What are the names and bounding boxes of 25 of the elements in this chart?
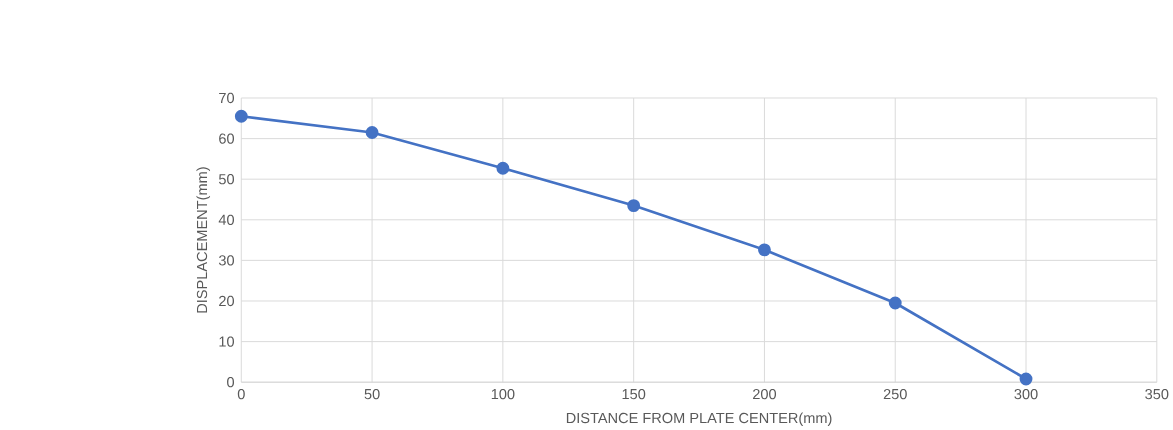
y-tick-label: 30 bbox=[218, 255, 235, 266]
point bbox=[888, 296, 902, 310]
y-tick-label: 0 bbox=[227, 377, 235, 388]
point bbox=[365, 126, 379, 139]
point bbox=[496, 161, 510, 175]
x-tick-label: 350 bbox=[1145, 388, 1169, 400]
y-tick-label: 10 bbox=[219, 336, 235, 347]
y-tick-label: 70 bbox=[219, 92, 235, 104]
x-tick-label: 0 bbox=[237, 388, 245, 400]
point bbox=[627, 199, 641, 212]
y-tick-label: 20 bbox=[219, 295, 235, 307]
x-tick-label: 50 bbox=[364, 388, 380, 400]
y-tick-label: 60 bbox=[219, 133, 235, 144]
y-tick-label: 40 bbox=[218, 214, 235, 225]
x-tick-label: 300 bbox=[1014, 388, 1038, 400]
point bbox=[234, 109, 248, 123]
y-axis-title: DISPLACEMENT(mm) bbox=[196, 167, 211, 313]
x-axis-title: DISTANCE FROM PLATE CENTER(mm) bbox=[566, 412, 832, 426]
x-tick-label: 100 bbox=[491, 388, 515, 400]
point bbox=[1019, 372, 1033, 386]
x-tick-label: 200 bbox=[753, 388, 777, 400]
y-tick-label: 50 bbox=[218, 174, 235, 185]
x-tick-label: 150 bbox=[622, 388, 646, 400]
x-tick-label: 250 bbox=[883, 388, 907, 400]
point bbox=[758, 243, 771, 257]
